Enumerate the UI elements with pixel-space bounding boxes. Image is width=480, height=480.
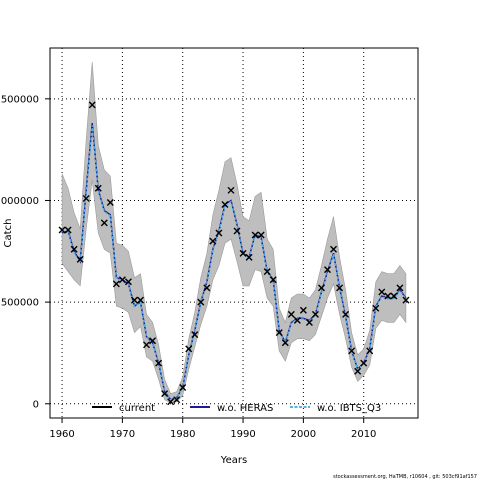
observation-point <box>88 101 96 109</box>
observation-point <box>263 268 271 276</box>
legend: current w.o. HERAS w.o. IBTS_Q3 <box>92 403 381 414</box>
observation-point <box>197 298 205 306</box>
observation-point <box>354 367 362 375</box>
observation-point <box>155 359 163 367</box>
observation-point <box>227 186 235 194</box>
observation-point <box>185 345 193 353</box>
legend-item-1: w.o. HERAS <box>190 403 273 414</box>
legend-label: w.o. HERAS <box>217 403 273 414</box>
x-tick-label: 2000 <box>291 429 316 440</box>
observation-point <box>100 219 108 227</box>
observation-point <box>233 227 241 235</box>
observation-point <box>215 229 223 237</box>
x-axis-ticks: 1960 1970 1980 1990 2000 2010 <box>49 418 376 440</box>
observation-point <box>330 245 338 253</box>
observation-point <box>275 329 283 337</box>
observation-point <box>336 284 344 292</box>
x-tick-label: 2010 <box>351 429 376 440</box>
observation-point <box>173 396 181 404</box>
observation-point <box>118 276 126 284</box>
observation-point <box>269 276 277 284</box>
observation-point <box>124 278 132 286</box>
observation-markers <box>58 101 410 406</box>
observation-point <box>143 341 151 349</box>
observation-point <box>384 292 392 300</box>
observation-point <box>348 347 356 355</box>
x-tick-label: 1960 <box>49 429 74 440</box>
x-axis-title: Years <box>220 455 247 466</box>
observation-point <box>366 347 374 355</box>
observation-point <box>324 266 332 274</box>
observation-point <box>378 288 386 296</box>
footnote: stockassessment.org, HaTMB, r10604 , git… <box>333 474 477 480</box>
y-axis-title: Catch <box>3 219 14 248</box>
observation-point <box>209 237 217 245</box>
observation-point <box>402 296 410 304</box>
legend-item-2: w.o. IBTS_Q3 <box>290 403 381 414</box>
plot-frame <box>49 47 419 419</box>
observation-point <box>287 310 295 318</box>
x-tick-label: 1990 <box>230 429 255 440</box>
observation-point <box>311 310 319 318</box>
y-tick-label: 1500000 <box>0 94 39 105</box>
observation-point <box>82 194 90 202</box>
ci-band <box>61 62 407 404</box>
y-tick-label: 1000000 <box>0 196 39 207</box>
observation-point <box>161 390 169 398</box>
y-axis-ticks: 0 500000 1000000 1500000 <box>0 94 50 410</box>
observation-point <box>136 296 144 304</box>
observation-point <box>245 253 253 261</box>
x-tick-label: 1970 <box>110 429 135 440</box>
observation-point <box>390 292 398 300</box>
legend-label: current <box>119 403 155 414</box>
observation-point <box>251 231 259 239</box>
observation-point <box>221 201 229 209</box>
observation-point <box>317 284 325 292</box>
observation-point <box>191 331 199 339</box>
observation-point <box>305 318 313 326</box>
observation-point <box>239 249 247 257</box>
observation-point <box>396 284 404 292</box>
observation-point <box>94 184 102 192</box>
observation-point <box>106 199 114 207</box>
observation-point <box>342 310 350 318</box>
x-tick-label: 1980 <box>170 429 195 440</box>
series-lines <box>61 123 407 401</box>
observation-point <box>167 398 175 406</box>
observation-point <box>293 316 301 324</box>
observation-point <box>70 245 78 253</box>
observation-point <box>299 306 307 314</box>
y-tick-label: 500000 <box>1 298 39 309</box>
observation-point <box>257 231 265 239</box>
observation-point <box>58 226 66 234</box>
observation-point <box>372 304 380 312</box>
observation-point <box>130 296 138 304</box>
observation-point <box>112 280 120 288</box>
observation-point <box>203 284 211 292</box>
confidence-band <box>61 62 407 404</box>
observation-point <box>281 339 289 347</box>
observation-point <box>149 337 157 345</box>
observation-point <box>64 226 72 234</box>
legend-item-0: current <box>92 403 155 414</box>
observation-point <box>76 255 84 263</box>
legend-label: w.o. IBTS_Q3 <box>317 403 381 414</box>
y-tick-label: 0 <box>33 399 39 410</box>
series-line-2 <box>61 125 407 401</box>
observation-point <box>360 359 368 367</box>
observation-point <box>179 384 187 392</box>
